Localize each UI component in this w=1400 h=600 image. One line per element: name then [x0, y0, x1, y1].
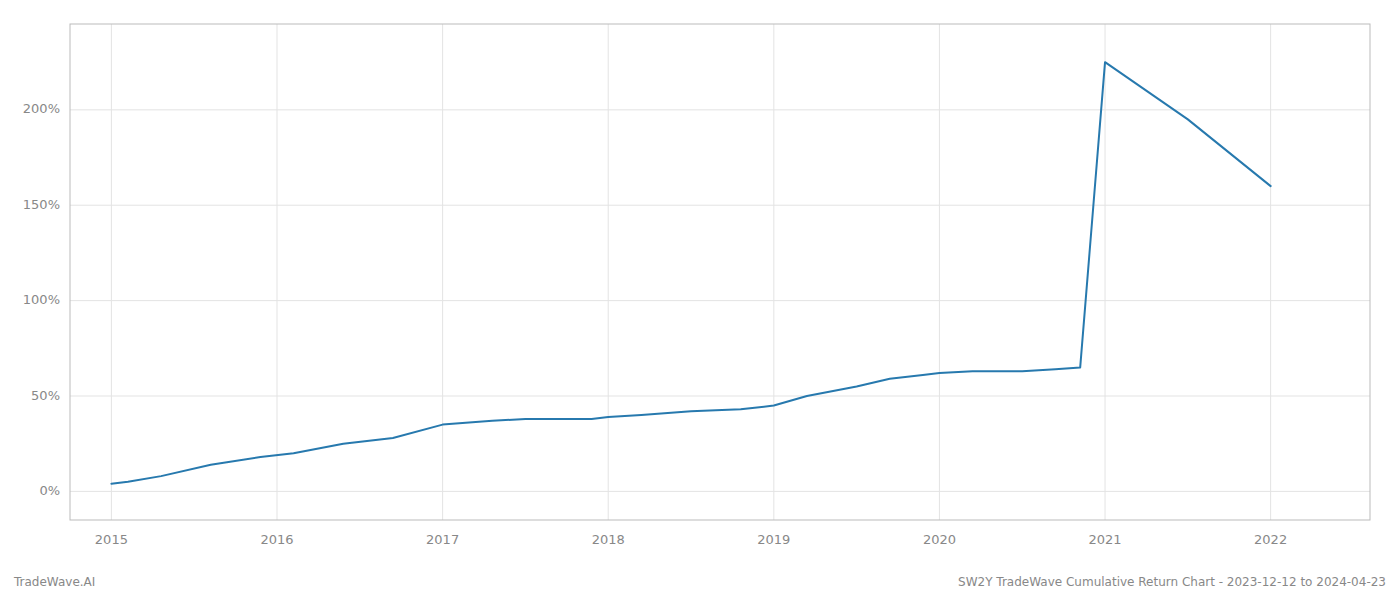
y-grid-line	[70, 396, 1370, 397]
x-tick-label: 2019	[757, 532, 790, 547]
footer-text: TradeWave.AI	[13, 575, 95, 589]
line	[111, 62, 1270, 484]
y-grid-line	[70, 205, 1370, 206]
x-tick-label: 2015	[95, 532, 128, 547]
series	[111, 62, 1270, 484]
x-grid-line	[442, 24, 443, 520]
page: {"chart_data": { "type": "line", "x": [2…	[0, 0, 1400, 600]
x-tick-label: 2020	[923, 532, 956, 547]
y-tick-label: 100%	[23, 292, 60, 307]
y-tick-label: 150%	[23, 197, 60, 212]
x-grid-line	[1105, 24, 1106, 520]
x-tick-label: 2017	[426, 532, 459, 547]
x-grid-line	[111, 24, 112, 520]
x-grid-line	[939, 24, 940, 520]
x-grid-line	[1270, 24, 1271, 520]
x-grid-line	[773, 24, 774, 520]
grid	[70, 24, 1370, 520]
y-tick-label: 50%	[31, 388, 60, 403]
y-tick-label: 0%	[39, 483, 60, 498]
y-grid-line	[70, 491, 1370, 492]
x-tick-label: 2016	[260, 532, 293, 547]
y-tick-label: 200%	[23, 101, 60, 116]
footer: TradeWave.AI SW2Y TradeWave Cumulative Re…	[13, 575, 1386, 589]
x-grid-line	[277, 24, 278, 520]
y-grid-line	[70, 300, 1370, 301]
x-grid-line	[608, 24, 609, 520]
x-tick-label: 2022	[1254, 532, 1287, 547]
footer-text: SW2Y TradeWave Cumulative Return Chart -…	[958, 575, 1386, 589]
axes: 0% 50% 100% 150% 200% 2015 2016 2017 2018 2019 202…	[23, 24, 1370, 547]
plot-frame	[70, 24, 1370, 520]
x-tick-label: 2021	[1088, 532, 1121, 547]
chart: 0% 50% 100% 150% 200% 2015 2016 2017 2018 2019 202…	[0, 0, 1400, 600]
x-tick-label: 2018	[592, 532, 625, 547]
